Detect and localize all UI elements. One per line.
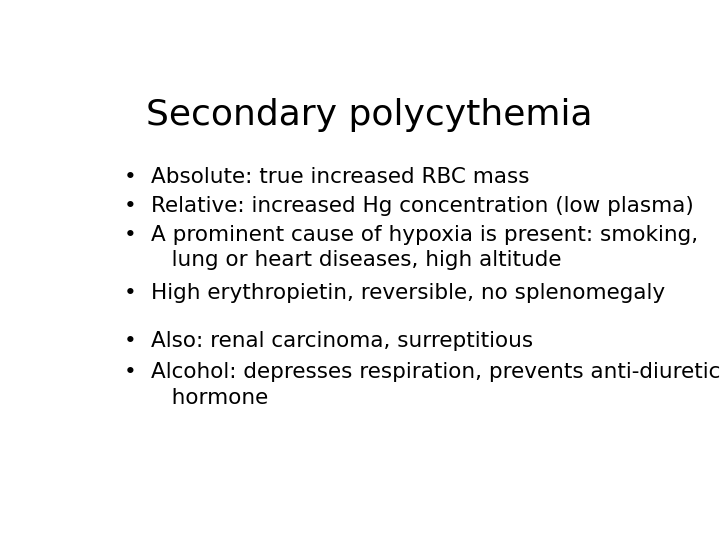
Text: •: • [124, 362, 136, 382]
Text: A prominent cause of hypoxia is present: smoking,
   lung or heart diseases, hig: A prominent cause of hypoxia is present:… [151, 225, 698, 271]
Text: High erythropietin, reversible, no splenomegaly: High erythropietin, reversible, no splen… [151, 283, 665, 303]
Text: •: • [124, 225, 136, 245]
Text: Secondary polycythemia: Secondary polycythemia [145, 98, 593, 132]
Text: Also: renal carcinoma, surreptitious: Also: renal carcinoma, surreptitious [151, 331, 534, 351]
Text: •: • [124, 331, 136, 351]
Text: •: • [124, 196, 136, 216]
Text: •: • [124, 167, 136, 187]
Text: Alcohol: depresses respiration, prevents anti-diuretic
   hormone: Alcohol: depresses respiration, prevents… [151, 362, 720, 408]
Text: •: • [124, 283, 136, 303]
Text: Relative: increased Hg concentration (low plasma): Relative: increased Hg concentration (lo… [151, 196, 694, 216]
Text: Absolute: true increased RBC mass: Absolute: true increased RBC mass [151, 167, 530, 187]
